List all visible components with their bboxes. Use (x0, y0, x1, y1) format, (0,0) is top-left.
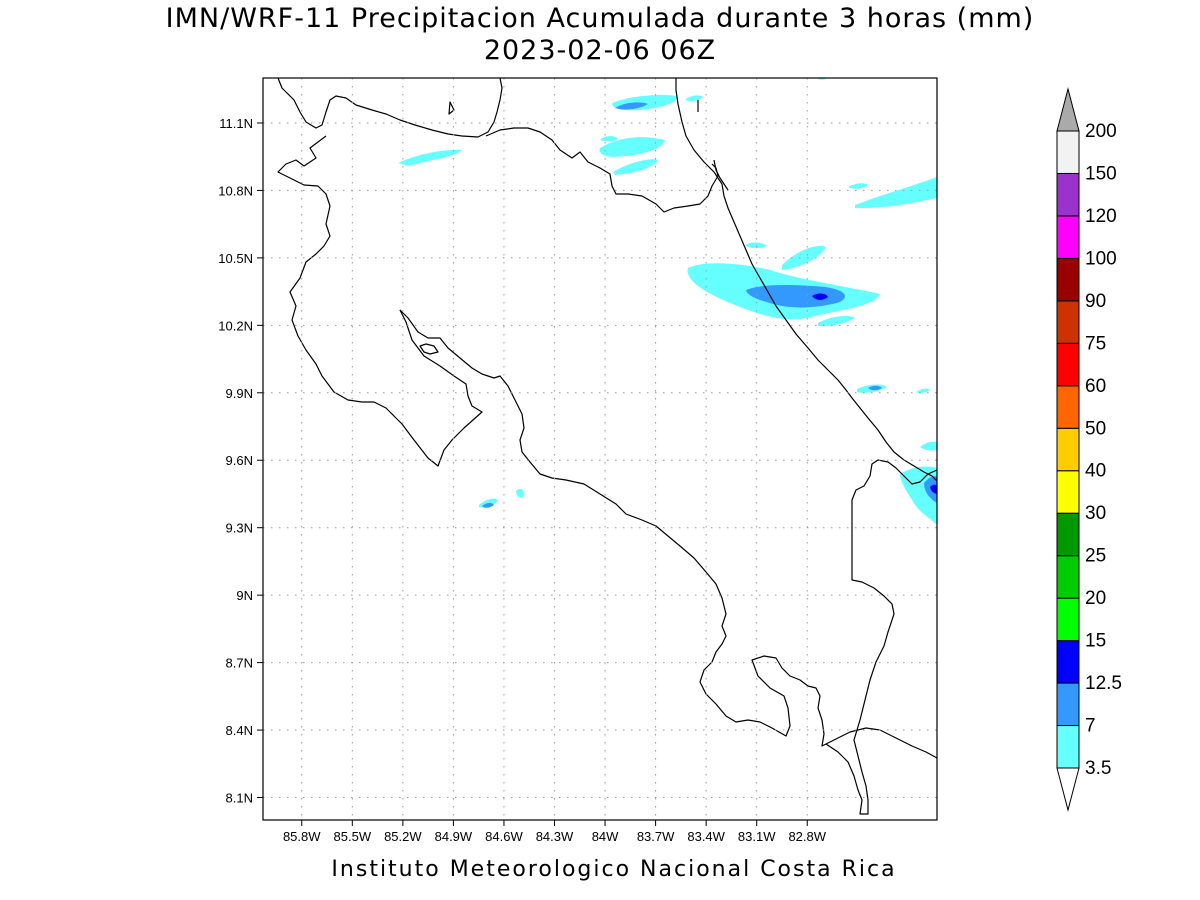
map-title: IMN/WRF-11 Precipitacion Acumulada duran… (165, 3, 1035, 34)
lat-tick-label: 9N (236, 588, 253, 603)
lat-tick-label: 9.3N (226, 521, 253, 536)
legend-label: 40 (1085, 461, 1106, 482)
coastline-outline (277, 77, 938, 815)
legend-label: 90 (1085, 291, 1106, 312)
legend-color-box (1056, 172, 1080, 217)
map-footer: Instituto Meteorologico Nacional Costa R… (331, 857, 897, 882)
lon-tick-label: 84.6W (485, 829, 523, 844)
legend-label: 120 (1085, 206, 1117, 227)
legend-color-box (1056, 555, 1080, 599)
lon-tick-label: 84W (592, 829, 619, 844)
lat-tick-label: 8.4N (226, 723, 253, 738)
legend-color-box (1056, 427, 1080, 472)
legend-color-box (1056, 470, 1080, 514)
legend-label: 75 (1085, 333, 1106, 354)
lat-tick-label: 10.8N (218, 183, 253, 198)
lat-tick-label: 10.5N (218, 251, 253, 266)
legend-label: 12.5 (1085, 673, 1122, 694)
legend-label: 100 (1085, 248, 1117, 269)
legend-color-box (1056, 725, 1080, 769)
legend-color-box (1056, 215, 1080, 259)
lat-tick-label: 9.9N (226, 386, 253, 401)
lon-tick-label: 83.4W (687, 829, 725, 844)
legend-under-triangle (1056, 767, 1080, 812)
lat-tick-label: 8.1N (226, 791, 253, 806)
lon-tick-label: 83.1W (738, 829, 776, 844)
legend-over-triangle (1056, 87, 1080, 132)
legend-color-box (1056, 597, 1080, 642)
legend-color-box (1056, 342, 1080, 387)
latitude-axis: 11.1N 10.8N 10.5N 10.2N 9.9N 9.6N 9.3N 9N 8.7N 8.… (218, 116, 263, 806)
legend-color-box (1056, 300, 1080, 344)
lon-tick-label: 84.9W (435, 829, 473, 844)
lon-tick-label: 85.5W (334, 829, 372, 844)
legend-color-box (1056, 130, 1080, 174)
legend-label: 20 (1085, 588, 1106, 609)
legend-label: 15 (1085, 631, 1106, 652)
lon-tick-label: 85.8W (283, 829, 321, 844)
legend-label: 7 (1085, 716, 1096, 737)
lat-tick-label: 11.1N (219, 116, 253, 131)
map-date: 2023-02-06 06Z (483, 35, 717, 66)
map-frame (262, 77, 938, 821)
lon-tick-label: 83.7W (637, 829, 675, 844)
coordinate-grid (263, 78, 937, 820)
legend-color-box (1056, 385, 1080, 429)
lon-tick-label: 84.3W (536, 829, 574, 844)
legend-label: 3.5 (1085, 758, 1111, 779)
legend-label: 150 (1085, 163, 1117, 184)
legend-label: 60 (1085, 376, 1106, 397)
legend-color-box (1056, 640, 1080, 684)
legend-color-box (1056, 682, 1080, 727)
longitude-axis: 85.8W 85.5W 85.2W 84.9W 84.6W 84.3W 84W 83.7W 83… (283, 820, 827, 844)
legend-label: 30 (1085, 503, 1106, 524)
legend-label: 25 (1085, 546, 1106, 567)
lat-tick-label: 9.6N (226, 453, 253, 468)
legend-color-box (1056, 257, 1080, 302)
lon-tick-label: 85.2W (384, 829, 422, 844)
lat-tick-label: 10.2N (218, 318, 253, 333)
legend-color-box (1056, 512, 1080, 557)
legend-label: 200 (1085, 121, 1117, 142)
legend-label: 50 (1085, 418, 1106, 439)
precipitation-legend: 3.5 7 12.5 15 20 25 30 40 50 60 75 90 100 120 150 200 (1056, 87, 1122, 812)
precipitation-shading (398, 77, 937, 525)
lat-tick-label: 8.7N (226, 656, 253, 671)
lon-tick-label: 82.8W (788, 829, 826, 844)
